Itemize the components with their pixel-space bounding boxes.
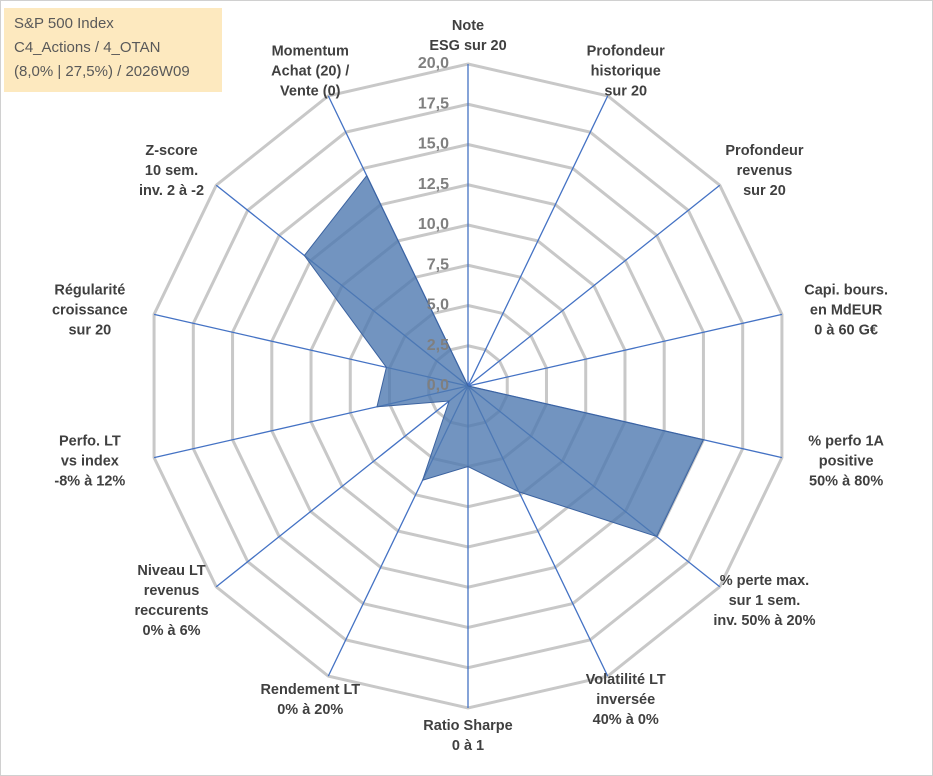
category-label: % perte max. [720,573,809,589]
r-tick-label: 7,5 [427,256,449,273]
category-label: positive [819,453,874,469]
category-label: Capi. bours. [804,282,888,298]
axis-line [467,313,783,387]
chart-title: (8,0% | 27,5%) / 2026W09 [14,63,190,80]
axis-line [467,184,721,387]
category-label: reccurents [134,603,208,619]
category-label: 0% à 20% [277,702,343,718]
category-label: sur 20 [743,183,786,199]
r-tick-label: 12,5 [418,176,449,193]
category-label: Vente (0) [280,84,341,100]
category-label: 0 à 60 G€ [814,322,878,338]
category-label: Volatilité LT [586,672,666,688]
r-tick-label: 0,0 [427,377,449,394]
data-area [303,174,705,538]
chart-title: S&P 500 Index [14,15,114,32]
category-label: sur 20 [68,322,111,338]
category-label: vs index [61,453,119,469]
category-label: Perfo. LT [59,433,121,449]
category-label: sur 20 [604,84,647,100]
axis-line [215,385,469,588]
r-tick-label: 17,5 [418,95,449,112]
category-label: Profondeur [725,143,803,159]
category-label: Rendement LT [260,682,360,698]
category-label: 0% à 6% [143,623,201,639]
category-label: inv. 50% à 20% [713,613,815,629]
category-label: Ratio Sharpe [423,718,512,734]
category-label: historique [591,64,661,80]
category-label: 10 sem. [145,163,198,179]
category-label: en MdEUR [810,302,883,318]
category-label: inv. 2 à -2 [139,183,204,199]
category-label: Niveau LT [137,563,205,579]
category-label: ESG sur 20 [429,38,506,54]
r-tick-label: 5,0 [427,297,449,314]
category-label: sur 1 sem. [729,593,801,609]
r-tick-label: 20,0 [418,55,449,72]
category-label: Profondeur [587,44,665,60]
category-label: Momentum [272,44,349,60]
category-label: croissance [52,302,128,318]
category-label: inversée [596,692,655,708]
category-label: Achat (20) / [271,64,349,80]
category-label: -8% à 12% [54,473,125,489]
r-tick-label: 15,0 [418,136,449,153]
chart-title: C4_Actions / 4_OTAN [14,39,160,56]
category-label: Régularité [54,282,125,298]
category-label: 0 à 1 [452,738,484,754]
category-label: Note [452,18,484,34]
r-tick-label: 2,5 [427,337,449,354]
title-box [4,8,222,92]
category-label: % perfo 1A [808,433,884,449]
category-label: 40% à 0% [593,712,659,728]
axis-line [467,95,609,387]
category-label: 50% à 80% [809,473,883,489]
r-tick-label: 10,0 [418,216,449,233]
category-label: Z-score [145,143,197,159]
category-label: revenus [737,163,793,179]
category-label: revenus [144,583,200,599]
